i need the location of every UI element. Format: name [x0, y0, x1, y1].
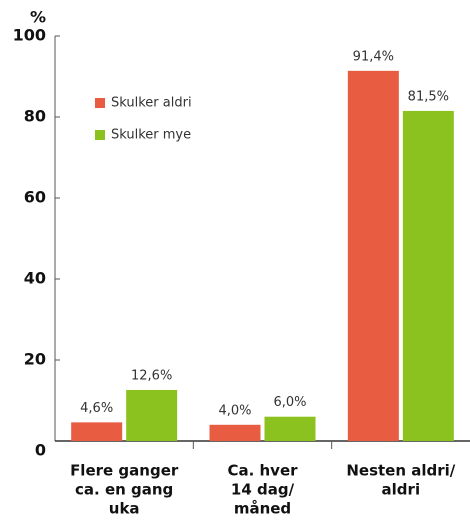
- x-tick-label: Flere ganger: [70, 462, 179, 480]
- y-tick-label: 60: [24, 188, 46, 207]
- x-tick-label: Ca. hver: [227, 462, 298, 480]
- value-label: 4,6%: [80, 401, 113, 416]
- value-label: 6,0%: [273, 395, 306, 410]
- bar: [264, 416, 316, 441]
- x-tick-label: Nesten aldri/: [346, 462, 455, 480]
- bar: [126, 389, 178, 441]
- y-tick-label: 80: [24, 107, 46, 126]
- value-label: 81,5%: [408, 89, 449, 104]
- y-axis-label: %: [30, 8, 46, 27]
- legend-swatch: [95, 130, 105, 140]
- x-tick-label: måned: [234, 500, 291, 518]
- bar: [347, 70, 399, 441]
- value-label: 4,0%: [218, 403, 251, 418]
- bar: [402, 110, 454, 442]
- y-tick-label: 20: [24, 350, 46, 369]
- x-tick-label: ca. en gang: [75, 481, 173, 499]
- legend-swatch: [95, 98, 105, 108]
- x-tick-label: uka: [109, 500, 140, 518]
- y-tick-label: 100: [13, 26, 46, 45]
- legend-label: Skulker mye: [111, 128, 191, 143]
- legend-label: Skulker aldri: [111, 96, 192, 111]
- x-tick-label: 14 dag/: [231, 481, 295, 499]
- value-label: 12,6%: [131, 368, 172, 383]
- y-tick-label: 0: [35, 441, 46, 460]
- bar: [209, 424, 261, 441]
- y-tick-label: 40: [24, 269, 46, 288]
- bar: [71, 422, 123, 441]
- value-label: 91,4%: [353, 49, 394, 64]
- x-tick-label: aldri: [382, 481, 421, 499]
